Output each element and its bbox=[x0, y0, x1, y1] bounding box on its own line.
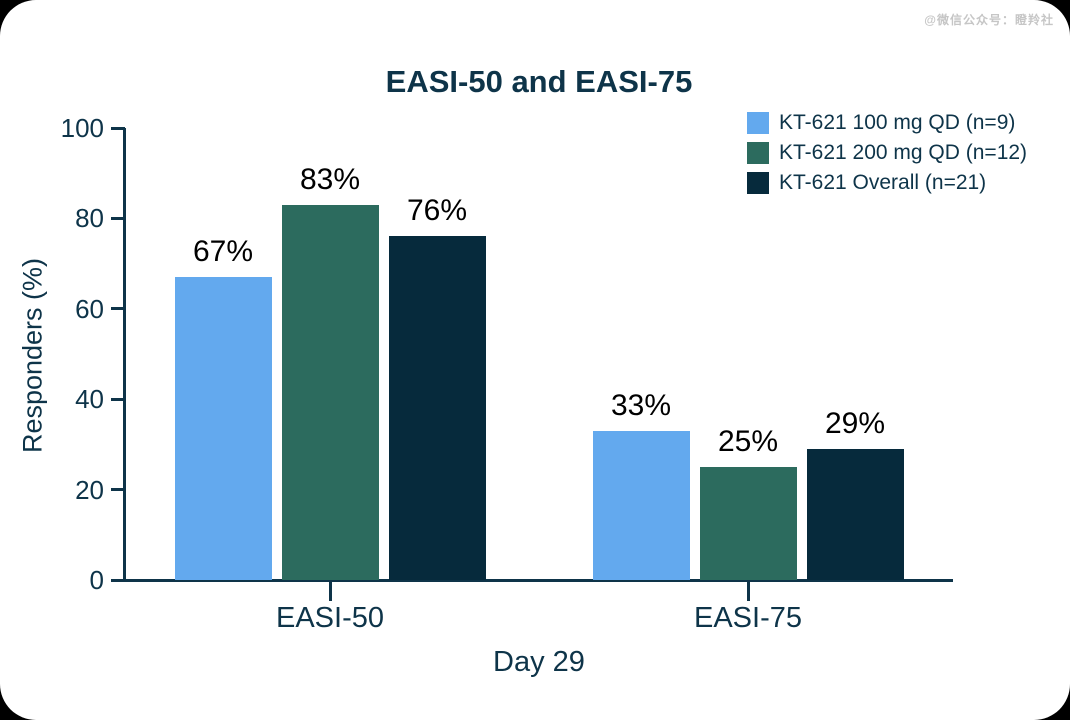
bar-easi-50-series3 bbox=[388, 236, 486, 580]
bar-easi-75-series2 bbox=[699, 467, 797, 580]
bar-easi-75-series1 bbox=[592, 430, 690, 580]
x-tick-mark bbox=[328, 580, 332, 601]
legend: KT-621 100 mg QD (n=9) KT-621 200 mg QD (… bbox=[747, 111, 1028, 194]
bar-easi-50-series1 bbox=[174, 277, 272, 580]
legend-item: KT-621 100 mg QD (n=9) bbox=[747, 111, 1027, 134]
bar-value-label: 25% bbox=[717, 425, 779, 458]
legend-label: KT-621 100 mg QD (n=9) bbox=[779, 111, 1016, 134]
bar-value-label: 67% bbox=[192, 235, 254, 269]
bar-easi-75-series3 bbox=[806, 448, 904, 580]
legend-swatch-icon bbox=[747, 172, 769, 194]
legend-label: KT-621 200 mg QD (n=12) bbox=[779, 141, 1028, 164]
y-tick-mark bbox=[111, 488, 125, 492]
category-label-easi-50: EASI-50 bbox=[276, 602, 384, 634]
chart-title: EASI-50 and EASI-75 bbox=[385, 64, 693, 99]
bar-value-label: 33% bbox=[610, 388, 672, 422]
category-label-easi-75: EASI-75 bbox=[694, 602, 802, 634]
y-tick-label: 100 bbox=[60, 113, 104, 143]
bar-value-label: 76% bbox=[406, 194, 468, 228]
legend-label: KT-621 Overall (n=21) bbox=[779, 171, 987, 194]
bar-value-label: 29% bbox=[824, 406, 886, 440]
y-tick-label: 40 bbox=[75, 384, 104, 415]
y-axis-line bbox=[123, 128, 126, 582]
legend-item: KT-621 Overall (n=21) bbox=[747, 171, 1027, 194]
y-tick-label: 0 bbox=[89, 565, 104, 595]
y-tick-mark bbox=[111, 307, 125, 311]
y-tick-mark bbox=[111, 126, 125, 130]
x-tick-mark bbox=[746, 580, 750, 601]
x-axis-line bbox=[112, 579, 953, 582]
watermark: @微信公众号：瞪羚社 bbox=[924, 13, 1054, 27]
legend-item: KT-621 200 mg QD (n=12) bbox=[747, 141, 1028, 164]
y-tick-label: 80 bbox=[75, 203, 104, 234]
legend-swatch-icon bbox=[747, 142, 769, 164]
y-axis-title: Responders (%) bbox=[17, 257, 48, 454]
bar-easi-50-series2 bbox=[281, 204, 379, 580]
y-tick-mark bbox=[111, 397, 125, 401]
y-tick-label: 20 bbox=[75, 474, 104, 505]
y-tick-mark bbox=[111, 578, 125, 582]
y-tick-mark bbox=[111, 216, 125, 220]
x-axis-title: Day 29 bbox=[493, 646, 585, 678]
legend-swatch-icon bbox=[747, 112, 769, 134]
y-tick-label: 60 bbox=[75, 293, 104, 324]
bar-value-label: 83% bbox=[299, 162, 361, 196]
